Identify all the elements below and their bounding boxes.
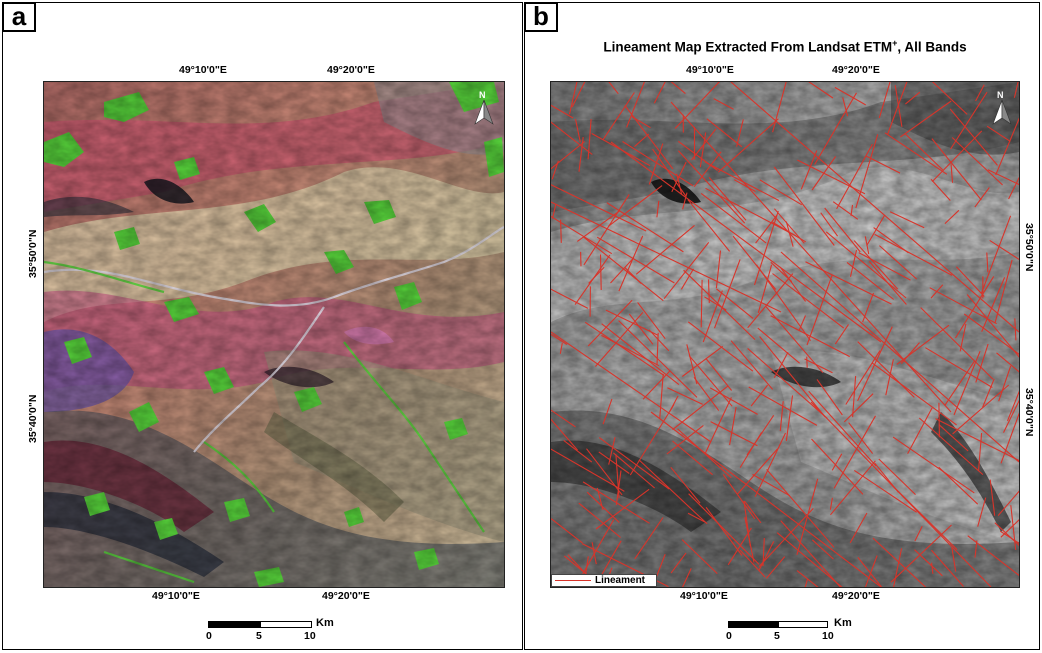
panel-b: b Lineament Map Extracted From Landsat E… bbox=[524, 2, 1040, 650]
top-tick-2: 49°20'0"E bbox=[832, 64, 880, 76]
lineament-segment bbox=[939, 403, 940, 437]
scale-label-5: 5 bbox=[256, 630, 262, 642]
map-title: Lineament Map Extracted From Landsat ETM… bbox=[565, 38, 1005, 55]
satellite-image-svg bbox=[44, 82, 504, 587]
lineament-segment bbox=[561, 220, 562, 243]
bottom-tick-1: 49°10'0"E bbox=[152, 590, 200, 602]
bottom-tick-2: 49°20'0"E bbox=[322, 590, 370, 602]
lineament-map[interactable] bbox=[550, 81, 1020, 588]
lineament-map-svg bbox=[551, 82, 1019, 587]
scale-label-0: 0 bbox=[206, 630, 212, 642]
scale-label-5: 5 bbox=[774, 630, 780, 642]
north-arrow-icon: N bbox=[989, 88, 1015, 126]
scale-segment-dark bbox=[728, 621, 778, 628]
panel-label-a: a bbox=[2, 2, 36, 32]
top-tick-1: 49°10'0"E bbox=[179, 64, 227, 76]
scale-unit: Km bbox=[316, 617, 334, 629]
top-tick-1: 49°10'0"E bbox=[686, 64, 734, 76]
north-label: N bbox=[479, 90, 486, 100]
lineament-segment bbox=[807, 357, 808, 368]
scale-label-10: 10 bbox=[304, 630, 316, 642]
right-tick-2: 35°40'0"N bbox=[1023, 388, 1035, 436]
legend-lineament-label: Lineament bbox=[595, 575, 645, 586]
scale-unit: Km bbox=[834, 617, 852, 629]
left-tick-2: 35°40'0"N bbox=[27, 395, 39, 443]
north-label: N bbox=[997, 90, 1004, 100]
legend: Lineament bbox=[551, 574, 657, 587]
right-tick-1: 35°50'0"N bbox=[1023, 223, 1035, 271]
scale-segment-light bbox=[260, 621, 312, 628]
legend-lineament-swatch bbox=[555, 580, 591, 581]
panel-a: a 49°10'0"E 49°20'0"E 35°50'0"N 35°40'0"… bbox=[2, 2, 523, 650]
bottom-tick-1: 49°10'0"E bbox=[680, 590, 728, 602]
scale-segment-light bbox=[778, 621, 828, 628]
top-tick-2: 49°20'0"E bbox=[327, 64, 375, 76]
panel-label-b: b bbox=[524, 2, 558, 32]
left-tick-1: 35°50'0"N bbox=[27, 230, 39, 278]
scale-label-0: 0 bbox=[726, 630, 732, 642]
scale-segment-dark bbox=[208, 621, 260, 628]
lineament-segment bbox=[601, 255, 602, 291]
scale-label-10: 10 bbox=[822, 630, 834, 642]
satellite-image-map[interactable] bbox=[43, 81, 505, 588]
bottom-tick-2: 49°20'0"E bbox=[832, 590, 880, 602]
north-arrow-icon: N bbox=[471, 88, 497, 126]
